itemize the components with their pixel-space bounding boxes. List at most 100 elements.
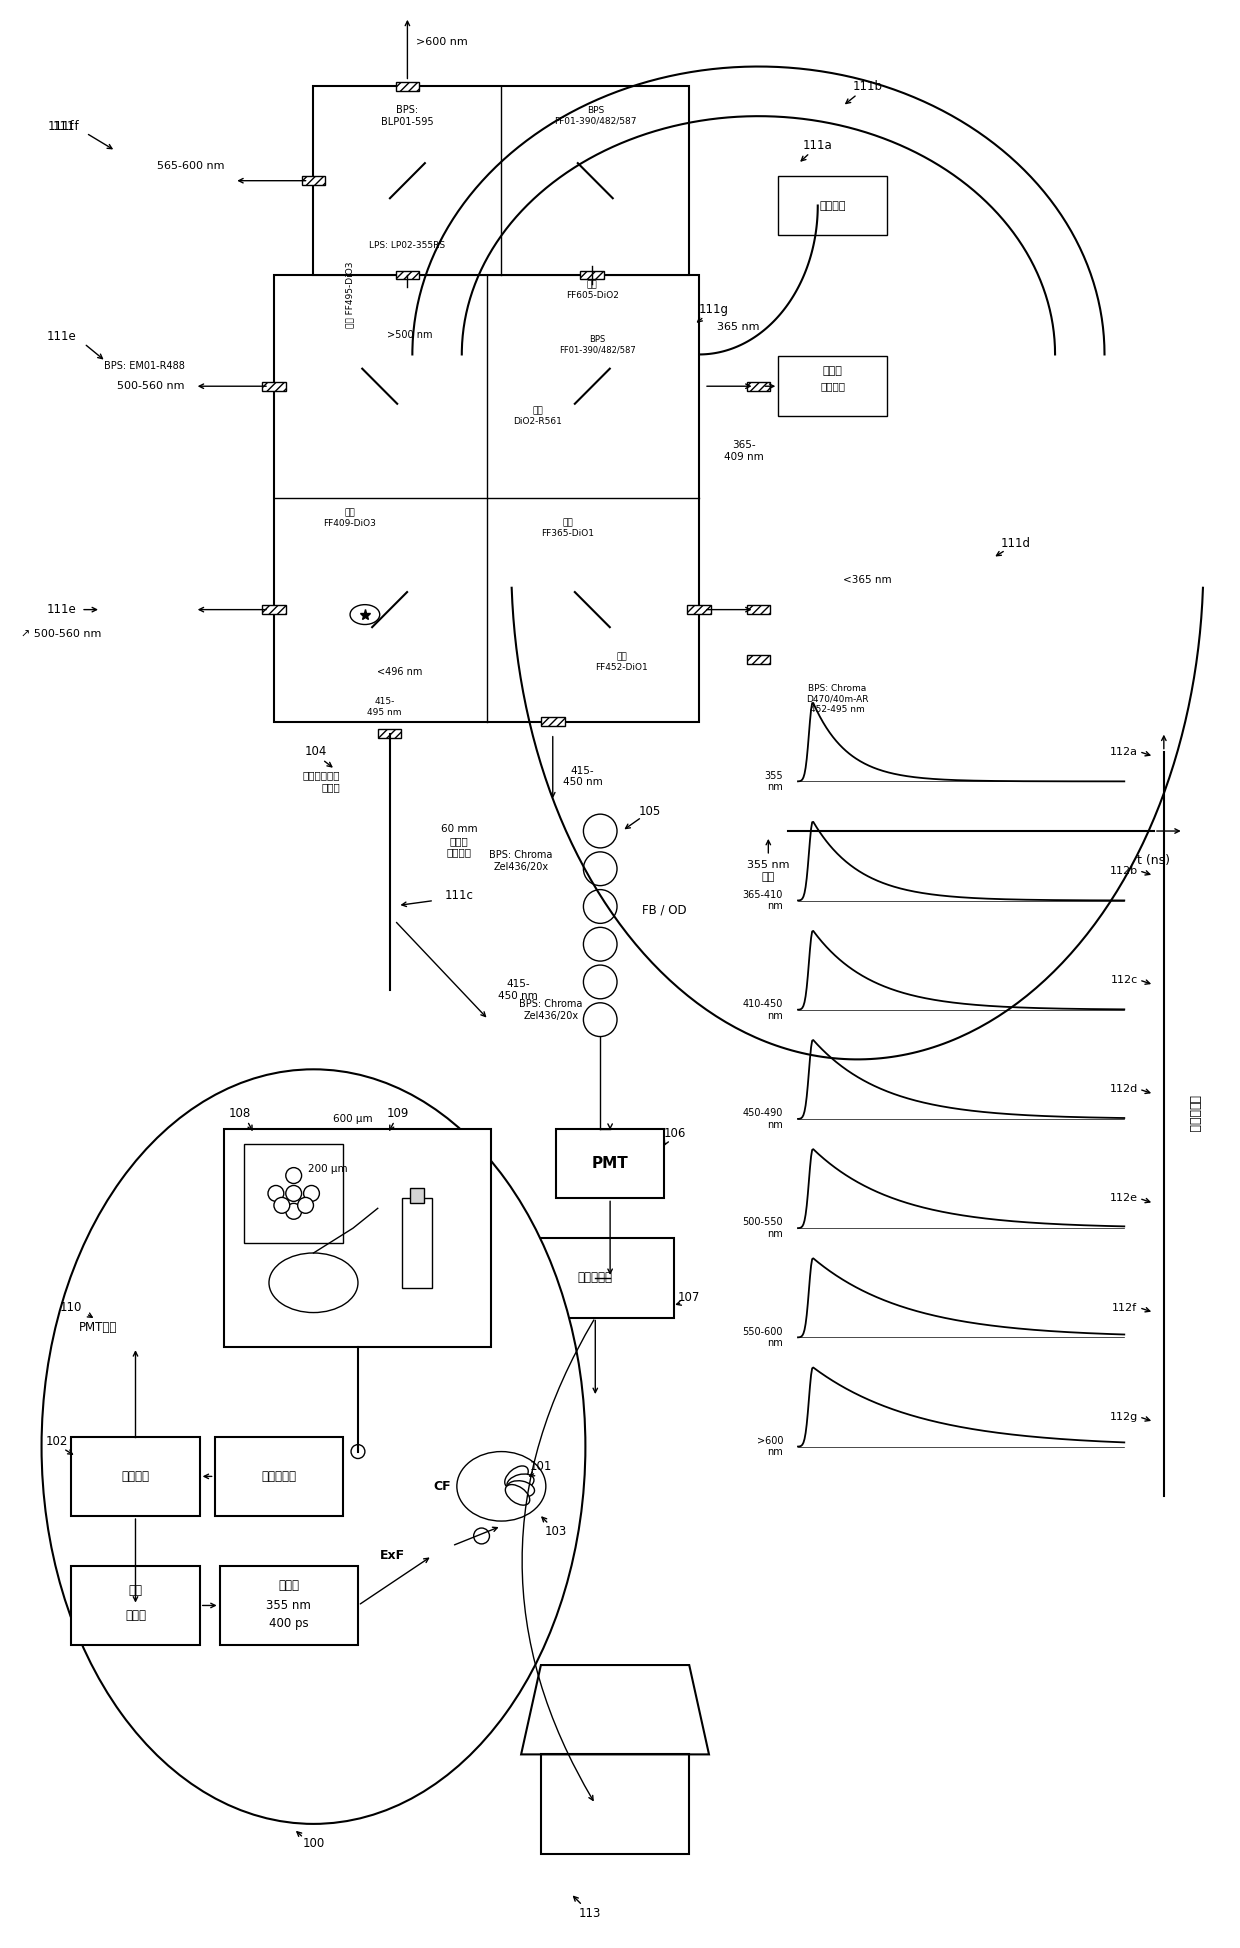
Text: 112a: 112a: [1110, 746, 1138, 756]
Circle shape: [583, 927, 618, 960]
Text: 102: 102: [45, 1436, 67, 1447]
Bar: [396, 271, 419, 279]
Text: 激光器: 激光器: [822, 366, 842, 376]
Text: 415-
450 nm: 415- 450 nm: [563, 766, 603, 787]
Ellipse shape: [350, 604, 379, 625]
Bar: [71, 1566, 200, 1646]
Ellipse shape: [507, 1475, 534, 1490]
Bar: [779, 356, 887, 417]
Bar: [262, 606, 285, 614]
Text: （激发）: （激发）: [820, 382, 846, 392]
Text: 113: 113: [579, 1907, 601, 1921]
Text: 450-490
nm: 450-490 nm: [743, 1108, 784, 1130]
Bar: [219, 1566, 358, 1646]
Text: 明线
DiO2-R561: 明线 DiO2-R561: [513, 407, 563, 427]
Text: ExF: ExF: [379, 1549, 405, 1562]
Text: >600
nm: >600 nm: [756, 1436, 784, 1457]
Bar: [314, 86, 689, 275]
Bar: [516, 1239, 675, 1317]
Bar: [746, 606, 770, 614]
Bar: [244, 1143, 343, 1243]
Bar: [746, 382, 770, 392]
Text: 111e: 111e: [46, 329, 76, 343]
Text: （纤维端口）
准直器: （纤维端口） 准直器: [303, 771, 340, 793]
Ellipse shape: [456, 1451, 546, 1521]
Circle shape: [351, 1445, 365, 1459]
Text: 触发器: 触发器: [125, 1609, 146, 1623]
Text: 565-600 nm: 565-600 nm: [157, 162, 224, 171]
Text: BPS: Chroma
Zel436/20x: BPS: Chroma Zel436/20x: [520, 999, 583, 1021]
Text: 明线
FF605-DiO2: 明线 FF605-DiO2: [565, 281, 619, 300]
Text: 365-
409 nm: 365- 409 nm: [724, 440, 764, 462]
Text: 光电二极管: 光电二极管: [262, 1471, 296, 1482]
Text: <496 nm: <496 nm: [377, 666, 422, 678]
Text: 112e: 112e: [1110, 1194, 1138, 1204]
Text: PMT门控: PMT门控: [78, 1321, 117, 1334]
Text: 明线
FF409-DiO3: 明线 FF409-DiO3: [324, 508, 377, 528]
Circle shape: [583, 890, 618, 923]
Text: 111f: 111f: [53, 119, 79, 132]
Text: 111a: 111a: [802, 140, 832, 152]
Text: 60 mm
消色差
双合透镜: 60 mm 消色差 双合透镜: [440, 824, 477, 857]
Text: 355
nm: 355 nm: [765, 771, 784, 793]
Text: BPS: Chroma
D470/40m-AR
452-495 nm: BPS: Chroma D470/40m-AR 452-495 nm: [806, 684, 869, 713]
Circle shape: [583, 1003, 618, 1036]
Text: 明线
FF452-DiO1: 明线 FF452-DiO1: [595, 653, 649, 672]
Text: 111e: 111e: [46, 604, 76, 616]
Text: 108: 108: [228, 1108, 250, 1120]
Text: >600 nm: >600 nm: [417, 37, 467, 47]
Text: >500 nm: >500 nm: [387, 329, 432, 339]
Text: 激光: 激光: [129, 1584, 143, 1597]
Text: 500-550
nm: 500-550 nm: [743, 1218, 784, 1239]
Text: BPS: Chroma
Zel436/20x: BPS: Chroma Zel436/20x: [490, 849, 553, 871]
Text: 111f: 111f: [48, 119, 74, 132]
Text: 数字转换器: 数字转换器: [578, 1272, 613, 1284]
Text: ↗ 500-560 nm: ↗ 500-560 nm: [21, 629, 102, 639]
Bar: [262, 382, 285, 392]
Text: 365 nm: 365 nm: [718, 321, 760, 331]
Text: 111g: 111g: [699, 304, 729, 316]
Text: 111c: 111c: [444, 888, 474, 902]
Bar: [396, 82, 419, 92]
Bar: [274, 275, 699, 723]
Text: 415-
450 nm: 415- 450 nm: [498, 980, 538, 1001]
Bar: [556, 1130, 665, 1198]
Text: 500-560 nm: 500-560 nm: [118, 382, 185, 392]
Text: 107: 107: [678, 1292, 701, 1303]
Text: 415-
495 nm: 415- 495 nm: [367, 697, 402, 717]
Bar: [410, 1188, 424, 1204]
Bar: [779, 175, 887, 236]
Bar: [215, 1438, 343, 1516]
Bar: [378, 729, 402, 738]
Text: 明线
FF365-DiO1: 明线 FF365-DiO1: [541, 518, 594, 538]
Text: LPS: LP02-355RS: LPS: LP02-355RS: [370, 242, 445, 249]
Text: BPS
FF01-390/482/587: BPS FF01-390/482/587: [559, 335, 636, 355]
Text: 112b: 112b: [1110, 865, 1138, 877]
Text: <365 nm: <365 nm: [843, 575, 892, 584]
Text: 109: 109: [387, 1108, 409, 1120]
Text: 106: 106: [663, 1128, 686, 1140]
Circle shape: [285, 1204, 301, 1219]
Circle shape: [285, 1186, 301, 1202]
Text: 365-410
nm: 365-410 nm: [743, 890, 784, 912]
Bar: [224, 1130, 491, 1348]
Bar: [403, 1198, 432, 1288]
Text: 101: 101: [529, 1459, 552, 1473]
Text: 410-450
nm: 410-450 nm: [743, 999, 784, 1021]
Text: t (ns): t (ns): [1137, 855, 1171, 867]
Ellipse shape: [507, 1480, 534, 1498]
Bar: [301, 175, 325, 185]
Ellipse shape: [505, 1467, 528, 1488]
Circle shape: [583, 964, 618, 999]
Text: 105: 105: [639, 805, 661, 818]
Circle shape: [583, 814, 618, 847]
Text: 112d: 112d: [1110, 1085, 1138, 1095]
Circle shape: [304, 1186, 320, 1202]
Ellipse shape: [506, 1484, 529, 1506]
Bar: [541, 1755, 689, 1854]
Text: CF: CF: [433, 1480, 451, 1492]
Text: BPS:
BLP01-595: BPS: BLP01-595: [381, 105, 434, 127]
Ellipse shape: [42, 1069, 585, 1823]
Text: 解复用器: 解复用器: [820, 201, 846, 210]
Text: 355 nm: 355 nm: [267, 1599, 311, 1611]
